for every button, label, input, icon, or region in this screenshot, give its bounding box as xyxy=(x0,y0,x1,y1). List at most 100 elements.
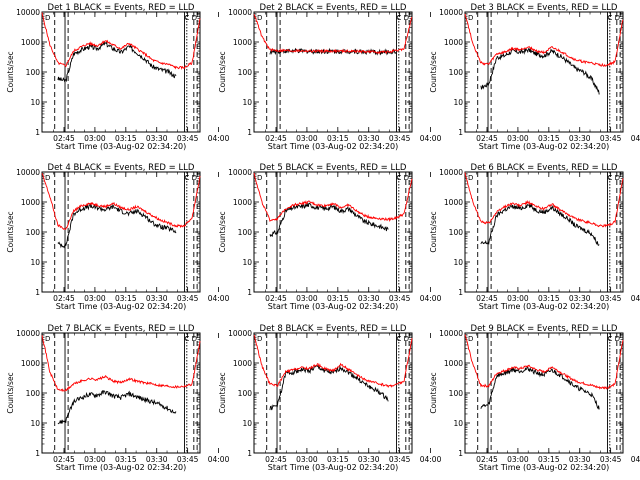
y-axis-label: Counts/sec xyxy=(6,372,15,413)
x-tick-label: 04:00 xyxy=(420,455,442,464)
lld-series-line xyxy=(253,14,413,55)
lld-series-line xyxy=(464,172,624,228)
marker-right: C D xyxy=(184,14,197,22)
y-tick-label: 1000 xyxy=(21,38,40,47)
x-axis-label: Start Time (03-Aug-02 02:34:20) xyxy=(479,302,610,311)
x-tick-label: 03:00 xyxy=(84,455,106,464)
y-tick-label: 1000 xyxy=(444,198,463,207)
x-tick-label: 03:45 xyxy=(177,455,199,464)
y-tick-label: 1 xyxy=(35,449,40,458)
events-series-line xyxy=(480,47,600,95)
marker-left: D xyxy=(257,174,262,182)
panel-det-3: Det 3 BLACK = Events, RED = LLD 1 10 100 100… xyxy=(429,3,640,151)
marker-right: C D xyxy=(607,335,620,343)
y-axis-label: Counts/sec xyxy=(429,372,438,413)
y-tick-label: 1 xyxy=(458,288,463,297)
panel-title: Det 1 BLACK = Events, RED = LLD xyxy=(48,3,195,13)
x-tick-label: 02:45 xyxy=(476,294,498,303)
y-tick-label: 10000 xyxy=(439,168,463,177)
x-tick-label: 02:45 xyxy=(53,455,75,464)
y-tick-label: 10000 xyxy=(16,329,40,338)
y-axis-label: Counts/sec xyxy=(429,51,438,92)
x-tick-label: 03:00 xyxy=(84,294,106,303)
panel-det-9: Det 9 BLACK = Events, RED = LLD 1 10 100 100… xyxy=(429,324,640,472)
marker-right: C D xyxy=(184,335,197,343)
x-tick-label: 03:00 xyxy=(507,134,529,143)
panel-title: Det 8 BLACK = Events, RED = LLD xyxy=(260,324,407,334)
x-tick-label: 02:45 xyxy=(476,455,498,464)
marker-right: C D xyxy=(396,335,409,343)
y-tick-label: 10 xyxy=(453,419,463,428)
x-tick-label: 03:45 xyxy=(177,294,199,303)
x-tick-label: 04:00 xyxy=(420,134,442,143)
lld-series-line xyxy=(41,12,201,70)
y-tick-label: 100 xyxy=(449,228,464,237)
y-tick-label: 1 xyxy=(35,288,40,297)
marker-right: C D xyxy=(396,14,409,22)
y-tick-label: 10000 xyxy=(228,329,252,338)
x-tick-label: 02:45 xyxy=(53,294,75,303)
x-tick-label: 04:00 xyxy=(631,294,640,303)
y-tick-label: 100 xyxy=(26,389,41,398)
plot-frame xyxy=(464,332,624,454)
x-tick-label: 03:15 xyxy=(115,294,137,303)
marker-left: D xyxy=(468,174,473,182)
lld-series-line xyxy=(253,334,413,388)
y-tick-label: 10 xyxy=(242,98,252,107)
lld-series-line xyxy=(464,334,624,390)
x-tick-label: 03:30 xyxy=(358,294,380,303)
lld-series-line xyxy=(253,172,413,223)
y-tick-label: 100 xyxy=(26,68,41,77)
marker-left: D xyxy=(257,14,262,22)
x-tick-label: 02:45 xyxy=(265,134,287,143)
x-tick-label: 03:00 xyxy=(507,294,529,303)
y-tick-label: 100 xyxy=(238,228,253,237)
x-tick-label: 03:45 xyxy=(600,455,622,464)
y-tick-label: 10 xyxy=(30,98,40,107)
panel-title: Det 7 BLACK = Events, RED = LLD xyxy=(48,324,195,334)
marker-left: D xyxy=(257,335,262,343)
x-tick-label: 03:30 xyxy=(146,294,168,303)
x-tick-label: 03:30 xyxy=(569,455,591,464)
plot-frame xyxy=(253,332,413,454)
panel-det-4: Det 4 BLACK = Events, RED = LLD 1 10 100 100… xyxy=(6,163,230,311)
y-tick-label: 1 xyxy=(458,449,463,458)
y-tick-label: 1000 xyxy=(444,359,463,368)
x-axis-label: Start Time (03-Aug-02 02:34:20) xyxy=(268,142,399,151)
y-tick-label: 10000 xyxy=(16,8,40,17)
x-tick-label: 03:15 xyxy=(327,294,349,303)
x-tick-label: 03:00 xyxy=(296,455,318,464)
y-axis-label: Counts/sec xyxy=(218,51,227,92)
marker-left: D xyxy=(468,14,473,22)
x-tick-label: 02:45 xyxy=(265,455,287,464)
x-tick-label: 03:30 xyxy=(358,455,380,464)
panel-det-2: Det 2 BLACK = Events, RED = LLD 1 10 100 100… xyxy=(218,3,442,151)
x-tick-label: 03:45 xyxy=(389,134,411,143)
marker-right: C D xyxy=(607,14,620,22)
x-tick-label: 02:45 xyxy=(476,134,498,143)
plot-frame xyxy=(253,11,413,133)
y-tick-label: 100 xyxy=(26,228,41,237)
events-series-line xyxy=(57,203,177,249)
y-tick-label: 100 xyxy=(449,389,464,398)
panel-det-8: Det 8 BLACK = Events, RED = LLD 1 10 100 100… xyxy=(218,324,442,472)
y-tick-label: 1 xyxy=(35,128,40,137)
y-tick-label: 100 xyxy=(449,68,464,77)
y-tick-label: 10 xyxy=(453,258,463,267)
panel-title: Det 3 BLACK = Events, RED = LLD xyxy=(471,3,618,13)
panel-det-5: Det 5 BLACK = Events, RED = LLD 1 10 100 100… xyxy=(218,163,442,311)
y-tick-label: 1000 xyxy=(233,359,252,368)
plot-frame xyxy=(41,11,201,133)
panel-det-6: Det 6 BLACK = Events, RED = LLD 1 10 100 100… xyxy=(429,163,640,311)
y-tick-label: 1 xyxy=(247,449,252,458)
marker-left: D xyxy=(45,174,50,182)
y-tick-label: 1 xyxy=(247,128,252,137)
x-tick-label: 03:15 xyxy=(538,134,560,143)
y-tick-label: 1 xyxy=(458,128,463,137)
y-axis-label: Counts/sec xyxy=(6,51,15,92)
x-axis-label: Start Time (03-Aug-02 02:34:20) xyxy=(268,463,399,472)
y-axis-label: Counts/sec xyxy=(6,211,15,252)
panel-det-7: Det 7 BLACK = Events, RED = LLD 1 10 100 100… xyxy=(6,324,230,472)
x-tick-label: 04:00 xyxy=(420,294,442,303)
marker-right: C D xyxy=(607,174,620,182)
